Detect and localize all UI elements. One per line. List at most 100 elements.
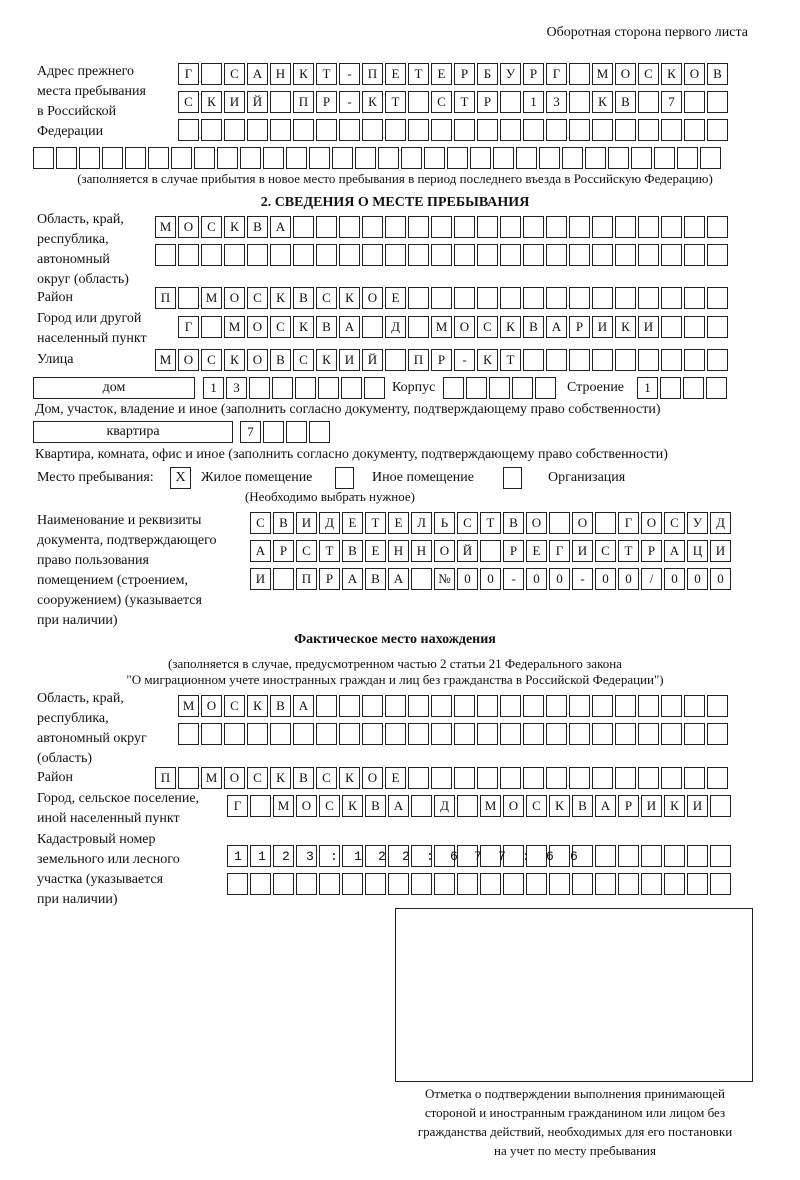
letter-cell[interactable]: М (592, 63, 613, 85)
letter-cell[interactable] (661, 695, 682, 717)
letter-cell[interactable] (201, 63, 222, 85)
letter-cell[interactable] (684, 723, 705, 745)
letter-cell[interactable] (477, 287, 498, 309)
letter-cell[interactable]: Г (618, 512, 639, 534)
letter-cell[interactable] (217, 147, 238, 169)
letter-cell[interactable]: - (339, 63, 360, 85)
letter-cell[interactable] (148, 147, 169, 169)
letter-cell[interactable]: В (615, 91, 636, 113)
letter-cell[interactable]: О (641, 512, 662, 534)
letter-cell[interactable] (638, 91, 659, 113)
letter-cell[interactable] (408, 695, 429, 717)
letter-cell[interactable] (408, 244, 429, 266)
letter-cell[interactable]: К (293, 63, 314, 85)
letter-cell[interactable]: В (365, 568, 386, 590)
letter-cell[interactable] (385, 695, 406, 717)
letter-cell[interactable]: И (710, 540, 731, 562)
letter-cell[interactable] (263, 421, 284, 443)
letter-cell[interactable] (638, 244, 659, 266)
letter-cell[interactable]: А (595, 795, 616, 817)
letter-cell[interactable] (684, 349, 705, 371)
letter-cell[interactable] (526, 845, 547, 867)
letter-cell[interactable]: К (270, 767, 291, 789)
letter-cell[interactable]: С (316, 767, 337, 789)
letter-cell[interactable] (250, 873, 271, 895)
letter-cell[interactable] (523, 216, 544, 238)
letter-cell[interactable] (595, 512, 616, 534)
letter-cell[interactable] (319, 845, 340, 867)
letter-cell[interactable] (273, 845, 294, 867)
letter-cell[interactable] (201, 316, 222, 338)
letter-cell[interactable]: Й (247, 91, 268, 113)
letter-cell[interactable]: П (155, 767, 176, 789)
letter-cell[interactable]: Т (618, 540, 639, 562)
letter-cell[interactable]: М (480, 795, 501, 817)
letter-cell[interactable]: 1 (637, 377, 658, 399)
letter-cell[interactable]: О (572, 512, 593, 534)
letter-cell[interactable] (684, 244, 705, 266)
letter-cell[interactable] (687, 873, 708, 895)
letter-cell[interactable]: П (362, 63, 383, 85)
letter-cell[interactable]: П (296, 568, 317, 590)
letter-cell[interactable]: С (296, 540, 317, 562)
letter-cell[interactable]: Л (411, 512, 432, 534)
letter-cell[interactable] (687, 845, 708, 867)
letter-cell[interactable]: Т (480, 512, 501, 534)
letter-cell[interactable]: Т (319, 540, 340, 562)
letter-cell[interactable] (457, 795, 478, 817)
letter-cell[interactable]: О (201, 695, 222, 717)
letter-cell[interactable] (263, 147, 284, 169)
letter-cell[interactable] (546, 119, 567, 141)
letter-cell[interactable]: О (296, 795, 317, 817)
letter-cell[interactable] (362, 119, 383, 141)
letter-cell[interactable]: К (201, 91, 222, 113)
letter-cell[interactable] (706, 377, 727, 399)
letter-cell[interactable]: К (664, 795, 685, 817)
letter-cell[interactable] (477, 119, 498, 141)
letter-cell[interactable]: К (592, 91, 613, 113)
letter-cell[interactable]: С (224, 695, 245, 717)
letter-cell[interactable] (342, 845, 363, 867)
letter-cell[interactable]: В (342, 540, 363, 562)
letter-cell[interactable] (516, 147, 537, 169)
letter-cell[interactable] (526, 873, 547, 895)
letter-cell[interactable] (178, 119, 199, 141)
letter-cell[interactable] (638, 767, 659, 789)
letter-cell[interactable] (710, 795, 731, 817)
letter-cell[interactable] (408, 316, 429, 338)
letter-cell[interactable]: - (503, 568, 524, 590)
letter-cell[interactable]: С (178, 91, 199, 113)
letter-cell[interactable] (707, 316, 728, 338)
letter-cell[interactable] (503, 873, 524, 895)
letter-cell[interactable] (270, 244, 291, 266)
letter-cell[interactable]: Н (270, 63, 291, 85)
letter-cell[interactable] (684, 287, 705, 309)
letter-cell[interactable]: 3 (226, 377, 247, 399)
letter-cell[interactable] (319, 873, 340, 895)
letter-cell[interactable]: Г (178, 316, 199, 338)
letter-cell[interactable]: М (224, 316, 245, 338)
letter-cell[interactable] (638, 287, 659, 309)
letter-cell[interactable] (595, 873, 616, 895)
letter-cell[interactable]: Д (319, 512, 340, 534)
letter-cell[interactable]: Р (641, 540, 662, 562)
letter-cell[interactable] (592, 695, 613, 717)
letter-cell[interactable] (408, 91, 429, 113)
letter-cell[interactable]: Р (273, 540, 294, 562)
letter-cell[interactable]: О (526, 512, 547, 534)
letter-cell[interactable] (489, 377, 510, 399)
letter-cell[interactable] (523, 119, 544, 141)
letter-cell[interactable] (364, 377, 385, 399)
letter-cell[interactable] (477, 216, 498, 238)
letter-cell[interactable] (424, 147, 445, 169)
letter-cell[interactable] (710, 845, 731, 867)
letter-cell[interactable]: С (247, 287, 268, 309)
letter-cell[interactable] (700, 147, 721, 169)
letter-cell[interactable]: В (365, 795, 386, 817)
letter-cell[interactable] (272, 377, 293, 399)
letter-cell[interactable]: Е (365, 540, 386, 562)
letter-cell[interactable] (411, 845, 432, 867)
letter-cell[interactable] (707, 244, 728, 266)
letter-cell[interactable] (273, 568, 294, 590)
letter-cell[interactable] (500, 91, 521, 113)
